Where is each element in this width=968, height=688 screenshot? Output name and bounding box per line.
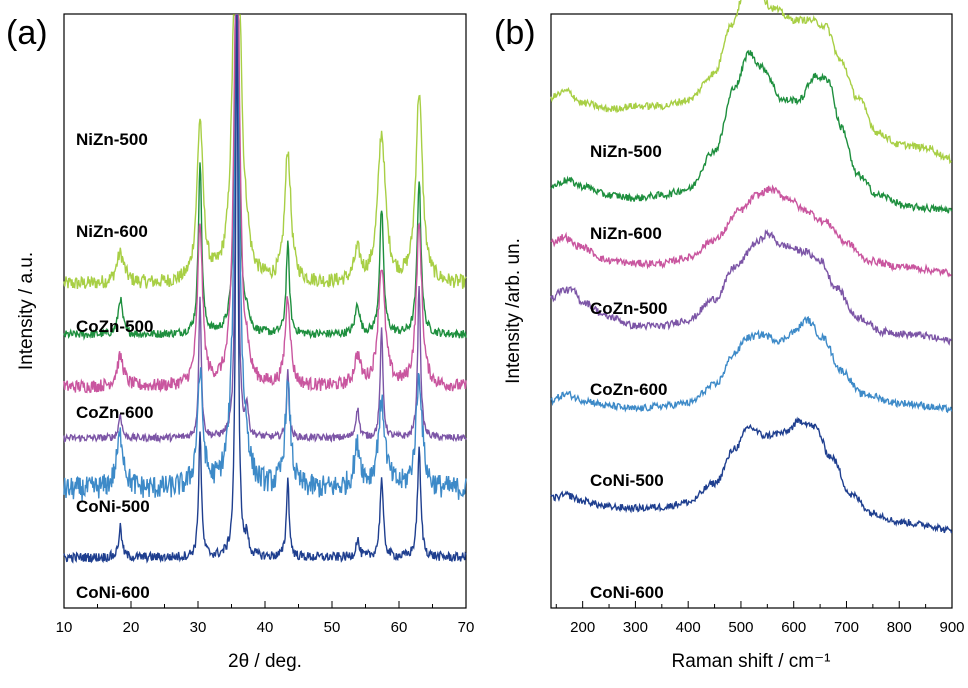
panel-a-frame: [63, 13, 467, 609]
panel-b-x-ticks: 200 300 400 500 600 700 800 900: [555, 601, 965, 636]
x-tick-label: 600: [781, 619, 806, 636]
x-tick-label: 40: [257, 619, 274, 636]
panel-b: (b) NiZn-500 NiZn-600 CoZn-500 CoZn-600 CoNi…: [494, 0, 965, 672]
xrd-series-label: CoZn-600: [76, 403, 153, 422]
raman-trace-cozn-600: [550, 229, 953, 346]
x-tick-label: 300: [623, 619, 648, 636]
x-tick-label: 700: [834, 619, 859, 636]
panel-a-y-axis-title: Intensity / a.u.: [16, 252, 37, 370]
panel-b-traces: [550, 0, 953, 534]
raman-series-label: CoZn-500: [590, 299, 667, 318]
xrd-series-label: CoNi-500: [76, 497, 150, 516]
panel-a-traces: [63, 14, 467, 564]
raman-trace-nizn-500: [550, 0, 953, 165]
raman-series-label: CoZn-600: [590, 380, 667, 399]
x-tick-label: 20: [123, 619, 140, 636]
x-tick-label: 30: [190, 619, 207, 636]
xrd-trace-cozn-500: [63, 14, 467, 394]
x-tick-label: 500: [728, 619, 753, 636]
raman-series-label: NiZn-600: [590, 224, 662, 243]
panel-b-x-axis-title: Raman shift / cm⁻¹: [672, 651, 831, 672]
panel-a-x-ticks: 10 20 30 40 50 60 70: [56, 601, 475, 636]
xrd-trace-nizn-600: [63, 14, 467, 341]
panel-a: (a) NiZn-500 NiZn-600 CoZn-500 CoZn-600 CoNi…: [6, 13, 475, 672]
raman-series-label: CoNi-600: [590, 583, 664, 602]
xrd-trace-nizn-500: [63, 14, 467, 289]
panel-b-label: (b): [494, 14, 536, 52]
panel-b-y-axis-title: Intensity /arb. un.: [503, 238, 524, 384]
xrd-trace-coni-500: [63, 62, 467, 501]
raman-series-label: CoNi-500: [590, 471, 664, 490]
x-tick-label: 50: [324, 619, 341, 636]
panel-b-series-labels: NiZn-500 NiZn-600 CoZn-500 CoZn-600 CoNi-500…: [590, 142, 667, 602]
xrd-series-label: CoNi-600: [76, 583, 150, 602]
panel-b-frame: [550, 13, 953, 609]
panel-a-label: (a): [6, 14, 48, 52]
raman-trace-coni-500: [550, 315, 953, 414]
x-tick-label: 60: [391, 619, 408, 636]
xrd-series-label: NiZn-600: [76, 222, 148, 241]
raman-trace-nizn-600: [550, 49, 953, 214]
raman-series-label: NiZn-500: [590, 142, 662, 161]
x-tick-label: 400: [676, 619, 701, 636]
x-tick-label: 800: [887, 619, 912, 636]
x-tick-label: 200: [570, 619, 595, 636]
x-tick-label: 70: [458, 619, 475, 636]
raman-trace-coni-600: [550, 416, 953, 534]
xrd-series-label: CoZn-500: [76, 317, 153, 336]
xrd-trace-coni-600: [63, 14, 467, 564]
panel-a-x-axis-title: 2θ / deg.: [228, 651, 302, 672]
x-tick-label: 10: [56, 619, 73, 636]
raman-trace-cozn-500: [550, 184, 952, 278]
panel-a-series-labels: NiZn-500 NiZn-600 CoZn-500 CoZn-600 CoNi-500…: [76, 130, 153, 602]
xrd-series-label: NiZn-500: [76, 130, 148, 149]
x-tick-label: 900: [939, 619, 964, 636]
xrd-trace-cozn-600: [63, 14, 467, 444]
